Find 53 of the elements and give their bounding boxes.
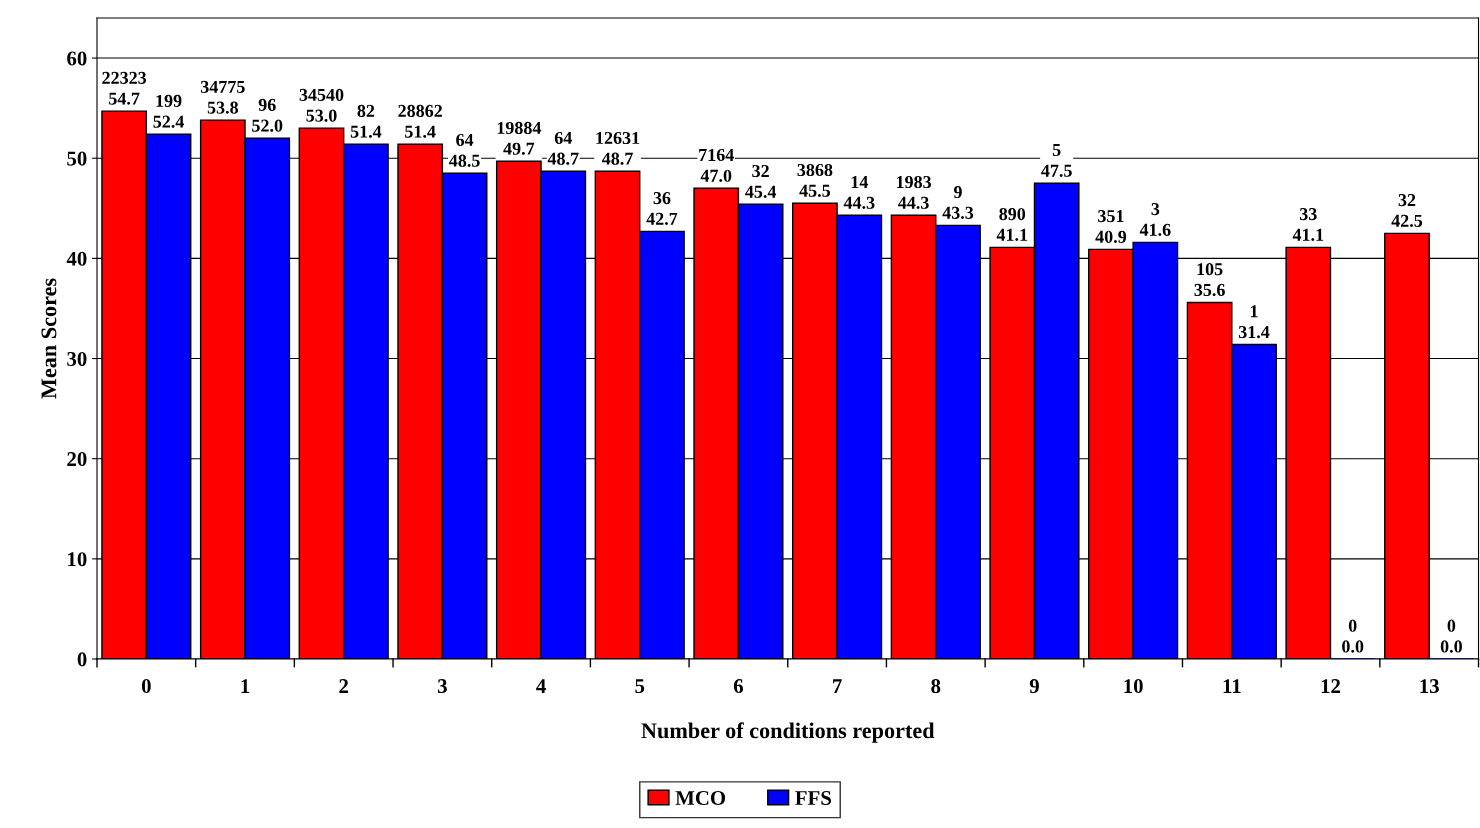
y-tick-label: 0 [77, 652, 87, 667]
legend-label: MCO [675, 791, 726, 806]
data-label: 351 40.9 [1095, 210, 1127, 243]
x-tick-label: 4 [536, 679, 546, 693]
data-label: 105 35.6 [1194, 263, 1225, 297]
data-label: 22323 54.7 [102, 71, 147, 105]
data-label: 890 41.1 [996, 207, 1028, 241]
data-label: 36 42.7 [646, 191, 678, 225]
data-label: 1 31.4 [1238, 305, 1270, 339]
data-label: 9 43.3 [942, 185, 974, 219]
x-tick-label: 11 [1223, 679, 1241, 693]
x-tick-label: 0 [141, 679, 151, 694]
x-tick-label: 5 [635, 679, 645, 694]
data-label: 1983 44.3 [896, 175, 932, 209]
data-label: 19884 49.7 [497, 121, 542, 155]
y-tick-label: 10 [68, 552, 87, 567]
x-tick-label: 7 [833, 679, 842, 693]
x-tick-label: 10 [1124, 679, 1143, 694]
x-tick-label: 9 [1029, 679, 1039, 694]
data-label: 28862 51.4 [398, 104, 442, 138]
legend-label: FFS [795, 791, 832, 806]
data-label: 32 42.5 [1391, 194, 1423, 227]
data-label: 34775 53.8 [200, 80, 245, 114]
y-tick-label: 20 [67, 452, 87, 467]
data-label: 64 48.7 [547, 131, 579, 165]
data-label: 5 47.5 [1041, 144, 1072, 177]
x-tick-label: 8 [931, 679, 941, 694]
x-tick-label: 1 [241, 679, 250, 693]
y-tick-label: 40 [66, 251, 87, 266]
data-label: 33 41.1 [1292, 208, 1324, 241]
x-tick-label: 2 [339, 679, 349, 693]
data-label: 7164 47.0 [699, 148, 734, 182]
x-tick-label: 6 [733, 679, 744, 694]
data-label: 3 41.6 [1139, 203, 1171, 236]
data-label: 96 52.0 [252, 98, 283, 132]
y-tick-label: 30 [67, 351, 87, 366]
x-tick-label: 12 [1321, 679, 1341, 693]
y-axis-title: Mean Scores [41, 278, 57, 399]
x-tick-label: 13 [1420, 679, 1439, 694]
data-label: 0 0.0 [1440, 619, 1462, 653]
y-tick-label: 50 [67, 151, 87, 166]
y-tick-label: 60 [67, 51, 87, 66]
data-label: 0 0.0 [1342, 619, 1364, 653]
data-label: 34540 53.0 [299, 88, 344, 122]
data-label: 12631 48.7 [596, 131, 640, 165]
x-axis-title: Number of conditions reported [641, 722, 935, 743]
data-label: 199 52.4 [153, 94, 185, 128]
data-label: 14 44.3 [843, 176, 875, 209]
data-label: 32 45.4 [745, 164, 777, 198]
x-tick-label: 3 [437, 679, 447, 694]
data-label: 64 48.5 [449, 133, 480, 167]
data-label: 82 51.4 [350, 104, 382, 138]
data-label: 3868 45.5 [797, 163, 833, 197]
